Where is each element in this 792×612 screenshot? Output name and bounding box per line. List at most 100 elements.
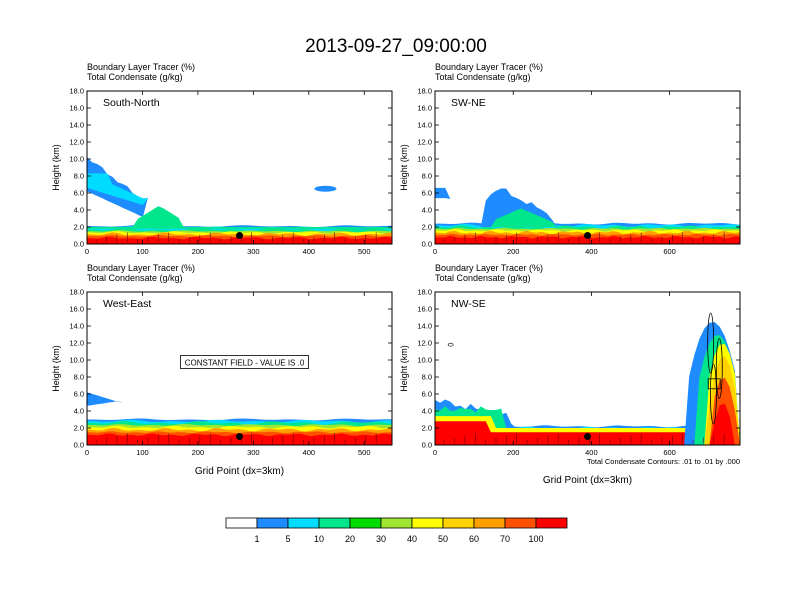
x-tick-label: 200 — [192, 247, 205, 256]
colorbar-label: 100 — [528, 534, 543, 544]
tracer-band — [435, 235, 740, 244]
colorbar: 1 5 10 20 30 40 50 60 70 100 — [225, 517, 568, 544]
x-tick-label: 0 — [433, 247, 437, 256]
y-tick-label: 12.0 — [69, 339, 84, 348]
panel-label: SW-NE — [451, 97, 486, 109]
elevated-layer — [435, 187, 740, 199]
y-tick-label: 14.0 — [417, 121, 432, 130]
y-tick-label: 4.0 — [74, 206, 84, 215]
x-tick-label: 200 — [192, 448, 205, 457]
y-tick-label: 0.0 — [422, 441, 432, 450]
panel-sw-ne: 0.0 2.0 4.0 6.0 8.0 10.0 12.0 14.0 16.0 18.0 0 200 4… — [399, 62, 741, 256]
x-tick-label: 0 — [85, 247, 89, 256]
panel-label: NW-SE — [451, 298, 486, 310]
colorbar-swatch — [318, 517, 351, 529]
x-tick-label: 500 — [358, 448, 371, 457]
cloud-blob — [314, 185, 337, 192]
y-tick-label: 0.0 — [422, 240, 432, 249]
elevated-core — [87, 173, 392, 205]
x-axis-label: Grid Point (dx=3km) — [543, 475, 632, 486]
x-tick-label: 600 — [663, 448, 676, 457]
colorbar-swatch — [442, 517, 475, 529]
y-tick-label: 8.0 — [74, 373, 84, 382]
panel-subtitle-tracer: Boundary Layer Tracer (%) — [435, 263, 543, 273]
x-tick-label: 200 — [507, 247, 520, 256]
location-marker — [236, 232, 243, 239]
panel-west-east: 0.0 2.0 4.0 6.0 8.0 10.0 12.0 14.0 16.0 18.0 0 100 2… — [51, 263, 393, 477]
colorbar-label: 40 — [407, 534, 417, 544]
x-tick-label: 400 — [585, 448, 598, 457]
panel-label: West-East — [103, 298, 151, 310]
condensate-contour — [707, 312, 715, 374]
panel-south-north: 0.0 2.0 4.0 6.0 8.0 10.0 12.0 14.0 16.0 18.0 0 100 2… — [51, 62, 393, 256]
y-tick-label: 14.0 — [69, 322, 84, 331]
y-tick-label: 6.0 — [422, 390, 432, 399]
elevated-layer — [87, 157, 392, 217]
colorbar-swatch — [473, 517, 506, 529]
y-tick-label: 14.0 — [69, 121, 84, 130]
y-tick-label: 4.0 — [422, 407, 432, 416]
y-axis-label: Height (km) — [399, 144, 409, 191]
tracer-band — [87, 236, 392, 244]
y-tick-label: 12.0 — [69, 138, 84, 147]
y-tick-label: 14.0 — [417, 322, 432, 331]
condensate-contour — [447, 342, 454, 347]
field-shading — [87, 157, 392, 244]
y-tick-label: 4.0 — [74, 407, 84, 416]
location-marker — [584, 433, 591, 440]
x-tick-label: 400 — [585, 247, 598, 256]
contour-label-box — [707, 378, 721, 390]
location-marker — [584, 232, 591, 239]
colorbar-swatch — [380, 517, 413, 529]
y-tick-label: 18.0 — [69, 87, 84, 96]
x-tick-label: 100 — [136, 247, 149, 256]
y-tick-label: 0.0 — [74, 441, 84, 450]
colorbar-label: 50 — [438, 534, 448, 544]
y-tick-label: 4.0 — [422, 206, 432, 215]
panel-subtitle-condensate: Total Condensate (g/kg) — [87, 273, 183, 283]
y-tick-label: 0.0 — [74, 240, 84, 249]
contour-footnote: Total Condensate Contours: .01 to .01 by… — [587, 457, 740, 466]
colorbar-label: 70 — [500, 534, 510, 544]
x-tick-label: 0 — [433, 448, 437, 457]
plot-frame — [434, 90, 741, 245]
y-tick-label: 10.0 — [69, 155, 84, 164]
y-tick-label: 10.0 — [69, 356, 84, 365]
x-tick-label: 100 — [136, 448, 149, 457]
colorbar-label: 30 — [376, 534, 386, 544]
y-tick-label: 2.0 — [422, 223, 432, 232]
y-tick-label: 16.0 — [69, 104, 84, 113]
colorbar-swatch — [349, 517, 382, 529]
convective-tower — [435, 356, 740, 445]
y-tick-label: 12.0 — [417, 138, 432, 147]
y-axis-label: Height (km) — [51, 144, 61, 191]
y-axis-label: Height (km) — [399, 345, 409, 392]
x-tick-label: 500 — [358, 247, 371, 256]
annotation-text: CONSTANT FIELD - VALUE IS .0 — [185, 359, 305, 368]
colorbar-swatch — [256, 517, 289, 529]
elevated-layer — [87, 392, 392, 406]
y-axis-label: Height (km) — [51, 345, 61, 392]
y-tick-label: 8.0 — [422, 373, 432, 382]
y-tick-label: 8.0 — [74, 172, 84, 181]
figure-title: 2013-09-27_09:00:00 — [305, 36, 487, 57]
y-tick-label: 18.0 — [417, 288, 432, 297]
x-tick-label: 400 — [303, 247, 316, 256]
y-tick-label: 16.0 — [417, 305, 432, 314]
y-tick-label: 2.0 — [74, 223, 84, 232]
panel-subtitle-tracer: Boundary Layer Tracer (%) — [435, 62, 543, 72]
y-tick-label: 18.0 — [417, 87, 432, 96]
x-tick-label: 300 — [247, 247, 260, 256]
plot-frame — [86, 90, 393, 245]
y-tick-label: 10.0 — [417, 155, 432, 164]
condensate-contour — [710, 363, 717, 425]
colorbar-swatch — [504, 517, 537, 529]
colorbar-label: 5 — [285, 534, 290, 544]
panel-subtitle-condensate: Total Condensate (g/kg) — [435, 72, 531, 82]
colorbar-swatch — [535, 517, 568, 529]
colorbar-label: 10 — [314, 534, 324, 544]
plot-frame — [86, 291, 393, 446]
panel-subtitle-tracer: Boundary Layer Tracer (%) — [87, 62, 195, 72]
y-tick-label: 6.0 — [422, 189, 432, 198]
